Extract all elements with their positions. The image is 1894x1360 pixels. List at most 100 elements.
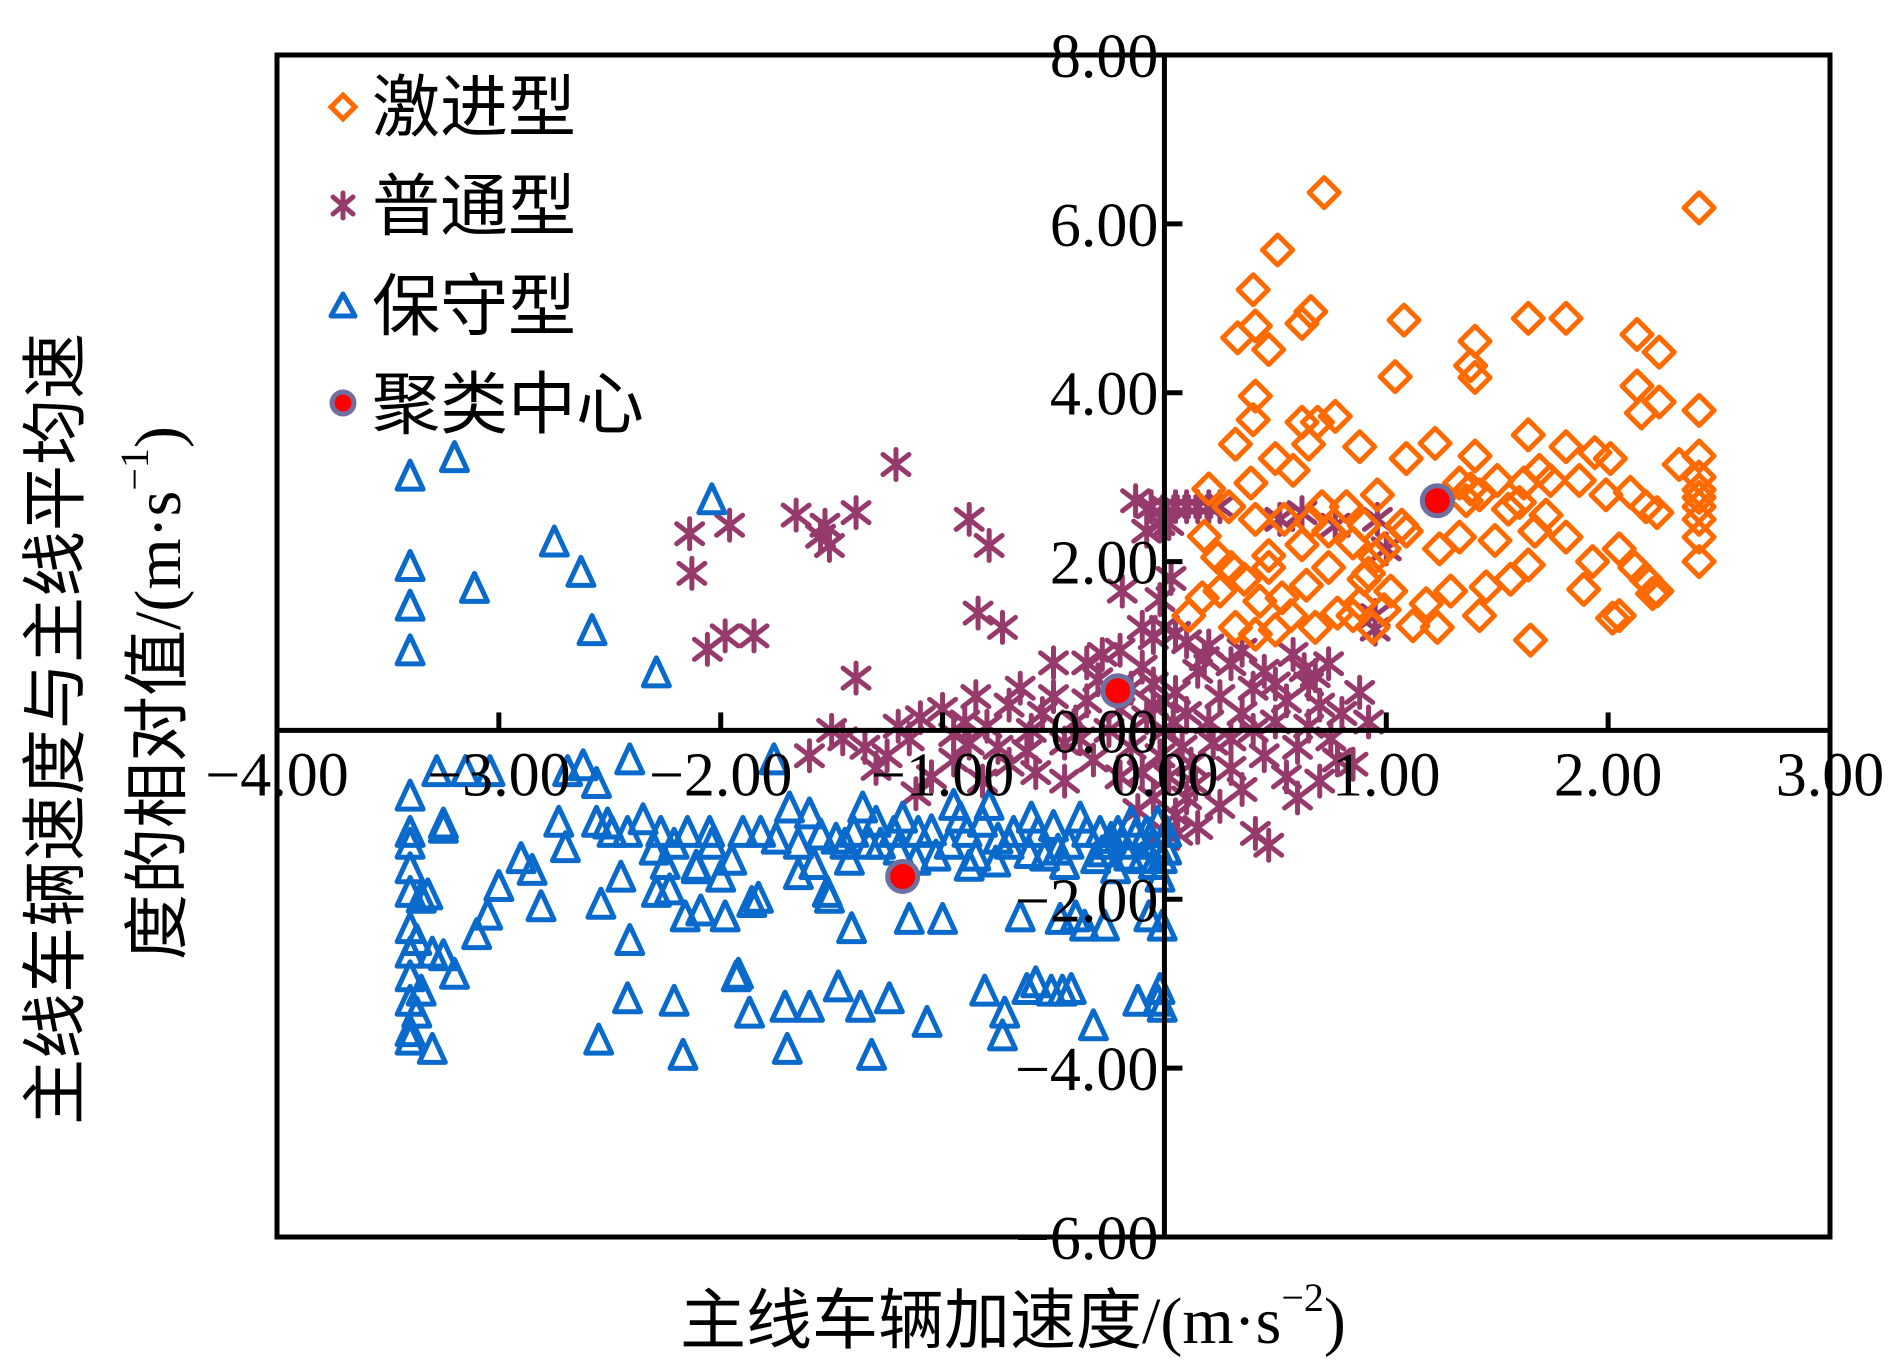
point-aggressive (1191, 471, 1227, 507)
point-normal (709, 618, 741, 654)
point-conservative (543, 804, 575, 838)
point-normal (953, 725, 985, 761)
point-aggressive (1681, 519, 1717, 555)
point-aggressive (1619, 316, 1655, 352)
point-aggressive (1388, 441, 1424, 477)
point-normal (1248, 738, 1280, 774)
point-aggressive (1264, 580, 1300, 616)
point-conservative (458, 570, 490, 604)
point-conservative (516, 852, 548, 886)
point-conservative (565, 554, 597, 588)
point-conservative (798, 847, 830, 881)
point-conservative (585, 886, 617, 920)
point-conservative (549, 830, 581, 864)
point-aggressive (1202, 573, 1238, 609)
point-cluster-center (885, 858, 921, 894)
point-normal (1131, 700, 1163, 736)
point-conservative (605, 859, 637, 893)
point-conservative (394, 588, 426, 622)
point-normal (805, 518, 837, 554)
point-aggressive (1297, 609, 1333, 645)
point-normal (1038, 645, 1069, 681)
point-conservative (505, 841, 537, 875)
point-aggressive (1186, 518, 1222, 554)
point-aggressive (1461, 477, 1497, 513)
point-aggressive (1226, 561, 1262, 597)
point-conservative (1015, 800, 1047, 834)
point-conservative (887, 800, 919, 834)
point-aggressive (1284, 527, 1320, 563)
point-aggressive (1422, 531, 1458, 567)
point-aggressive (1479, 463, 1515, 499)
point-conservative (944, 800, 976, 834)
point-aggressive (1448, 483, 1484, 519)
point-aggressive (1217, 426, 1253, 462)
point-aggressive (1237, 616, 1273, 652)
point-aggressive (1359, 477, 1395, 513)
point-conservative (793, 989, 825, 1023)
point-aggressive (1601, 598, 1637, 634)
point-aggressive (1260, 232, 1296, 268)
y-axis-title-line2: 度的相对值/(m·s−1) (112, 426, 195, 960)
point-aggressive (1510, 417, 1546, 453)
point-aggressive (1306, 175, 1342, 211)
point-aggressive (1384, 507, 1420, 543)
point-normal (1204, 788, 1236, 824)
point-conservative (580, 765, 612, 799)
point-aggressive (1284, 305, 1320, 341)
point-aggressive (1510, 300, 1546, 336)
point-aggressive (1493, 561, 1529, 597)
x-tick-label: −4.00 (205, 741, 348, 809)
point-aggressive (1442, 519, 1477, 555)
legend-item-conservative: 保守型 (328, 269, 576, 345)
x-tick-label: 1.00 (1332, 741, 1441, 809)
point-aggressive (1592, 441, 1628, 477)
point-aggressive (1566, 571, 1602, 607)
point-conservative (627, 802, 659, 836)
point-normal (1253, 827, 1285, 863)
point-normal (1277, 636, 1309, 672)
legend-triangle-icon (328, 291, 358, 319)
point-normal (1197, 725, 1229, 761)
point-conservative (742, 880, 774, 914)
point-conservative (567, 748, 599, 782)
point-aggressive (1595, 600, 1631, 636)
point-normal (1086, 636, 1118, 672)
point-conservative (394, 814, 426, 848)
point-aggressive (1373, 573, 1409, 609)
point-aggressive (1317, 398, 1353, 434)
y-tick-label: −2.00 (1015, 867, 1158, 935)
point-conservative (727, 814, 759, 848)
plot-frame (274, 52, 1833, 1240)
point-aggressive (1528, 497, 1564, 533)
point-aggressive (1220, 320, 1256, 356)
point-conservative (1049, 847, 1081, 881)
legend-diamond-icon (327, 91, 359, 123)
point-aggressive (1510, 547, 1546, 583)
x-tick-label: 3.00 (1776, 741, 1885, 809)
point-conservative (1115, 804, 1147, 838)
point-normal (674, 516, 706, 552)
point-conservative (427, 810, 459, 844)
point-aggressive (1641, 384, 1677, 420)
point-conservative (758, 742, 790, 776)
point-aggressive (1342, 586, 1378, 622)
point-conservative (525, 889, 557, 923)
point-aggressive (1681, 392, 1717, 428)
point-conservative (427, 938, 459, 972)
point-aggressive (1501, 484, 1537, 520)
point-conservative (989, 995, 1021, 1029)
point-aggressive (1457, 438, 1493, 474)
point-conservative (461, 917, 493, 951)
point-conservative (1122, 983, 1154, 1017)
x-axis-title-close: ) (1324, 1285, 1346, 1358)
point-conservative (1013, 836, 1045, 870)
point-cluster-center (1100, 673, 1136, 709)
point-normal (900, 776, 932, 812)
point-conservative (836, 911, 868, 945)
point-conservative (438, 956, 470, 990)
point-conservative (833, 842, 865, 876)
point-aggressive (1233, 465, 1269, 501)
point-conservative (614, 742, 646, 776)
